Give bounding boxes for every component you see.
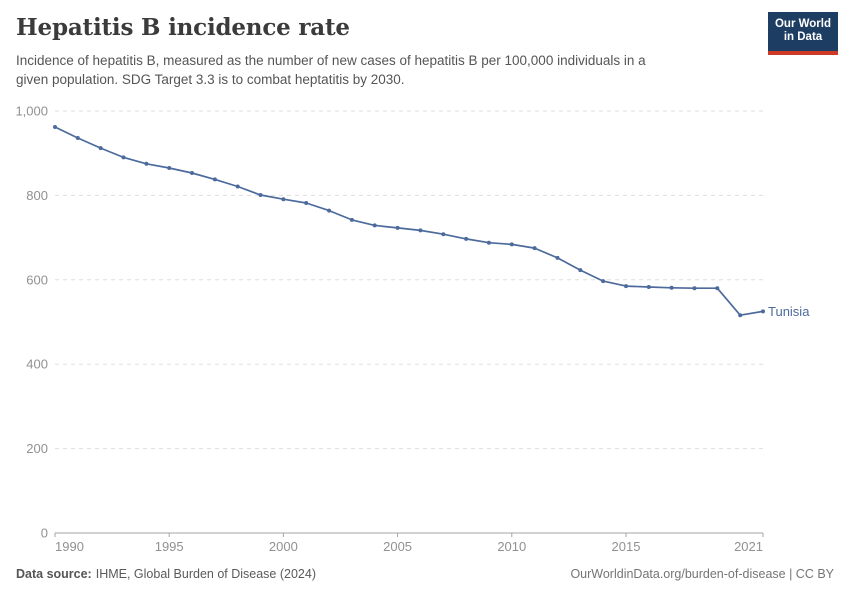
data-point-2002[interactable] <box>327 208 332 213</box>
owid-logo-line2: in Data <box>783 31 823 43</box>
y-axis-tick-label: 400 <box>26 357 48 372</box>
series-end-label-tunisia[interactable]: Tunisia <box>768 304 810 319</box>
data-source: Data source: IHME, Global Burden of Disea… <box>16 566 316 582</box>
owid-logo-line1: Our World <box>774 18 831 30</box>
data-point-2018[interactable] <box>692 286 697 291</box>
data-point-1998[interactable] <box>235 184 240 189</box>
chart-subtitle-line2: given population. SDG Target 3.3 is to c… <box>16 72 405 87</box>
data-point-1996[interactable] <box>190 171 194 175</box>
x-axis-tick-label: 1990 <box>55 539 84 554</box>
page-title: Hepatitis B incidence rate <box>16 14 350 41</box>
data-point-2011[interactable] <box>532 246 537 251</box>
chart-subtitle-line1: Incidence of hepatitis B, measured as th… <box>16 53 646 68</box>
y-axis-tick-label: 0 <box>41 526 48 541</box>
data-point-1992[interactable] <box>98 146 103 151</box>
data-point-1997[interactable] <box>212 177 217 182</box>
x-axis-tick-label: 1995 <box>155 539 184 554</box>
data-point-2013[interactable] <box>578 268 583 273</box>
data-point-2014[interactable] <box>601 279 606 284</box>
data-point-2006[interactable] <box>418 228 423 233</box>
chart-footer: Data source: IHME, Global Burden of Disea… <box>16 566 834 582</box>
data-point-1994[interactable] <box>144 161 149 166</box>
data-point-2012[interactable] <box>555 255 560 260</box>
y-axis-tick-label: 800 <box>26 188 48 203</box>
x-axis-tick-label: 2021 <box>734 539 763 554</box>
data-point-2019[interactable] <box>715 286 720 291</box>
data-point-2017[interactable] <box>669 285 674 290</box>
data-point-2008[interactable] <box>464 236 469 241</box>
x-axis-tick-label: 2015 <box>612 539 641 554</box>
data-point-2015[interactable] <box>624 284 628 289</box>
credit-link[interactable]: OurWorldinData.org/burden-of-disease | C… <box>570 567 834 581</box>
data-point-2005[interactable] <box>395 225 400 230</box>
owid-logo: Our World in Data <box>768 12 838 55</box>
data-point-2007[interactable] <box>441 232 446 237</box>
data-point-2001[interactable] <box>304 201 309 205</box>
y-axis-tick-label: 200 <box>26 441 48 456</box>
data-source-label: Data source: <box>16 567 92 581</box>
x-axis-tick-label: 2010 <box>497 539 526 554</box>
y-axis-tick-label: 1,000 <box>15 104 48 119</box>
data-point-2000[interactable] <box>281 197 286 202</box>
data-point-1995[interactable] <box>167 166 172 170</box>
data-source-text: IHME, Global Burden of Disease (2024) <box>95 567 316 581</box>
x-axis-tick-label: 2005 <box>383 539 412 554</box>
tunisia-line-series[interactable] <box>54 126 764 317</box>
x-axis-tick-label: 2000 <box>269 539 298 554</box>
data-point-1993[interactable] <box>121 155 126 160</box>
data-point-2009[interactable] <box>486 240 491 245</box>
data-point-1990[interactable] <box>53 125 57 129</box>
data-point-2021[interactable] <box>761 309 765 314</box>
data-point-1999[interactable] <box>258 193 263 197</box>
data-point-2010[interactable] <box>509 242 514 247</box>
y-axis-tick-label: 600 <box>26 272 48 287</box>
data-point-2020[interactable] <box>738 313 743 318</box>
data-point-2004[interactable] <box>372 223 377 228</box>
data-point-2003[interactable] <box>349 217 354 222</box>
chart-subtitle: Incidence of hepatitis B, measured as th… <box>16 51 646 89</box>
data-point-1991[interactable] <box>75 136 80 140</box>
data-point-2016[interactable] <box>646 285 651 289</box>
